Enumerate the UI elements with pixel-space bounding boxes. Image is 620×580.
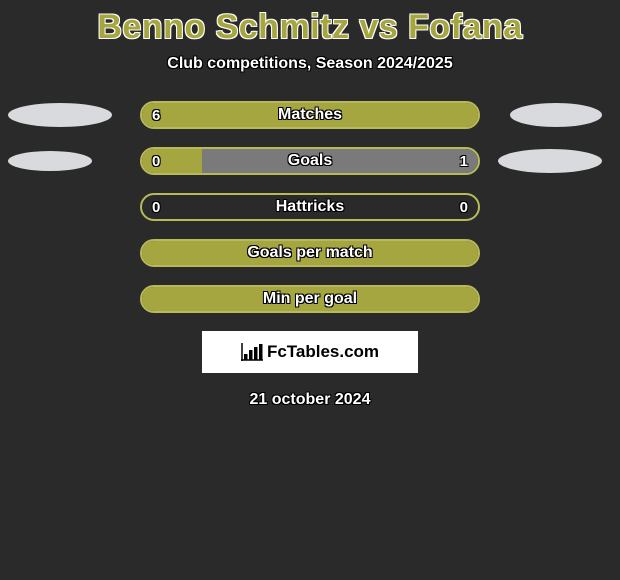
player-right-ellipse [510, 103, 602, 127]
stat-bar-left-fill [142, 241, 478, 265]
comparison-row: Hattricks00 [0, 193, 620, 221]
stat-bar-right-fill [202, 149, 478, 173]
stat-bar [140, 193, 480, 221]
bar-chart-icon [241, 343, 263, 361]
logo-text: FcTables.com [267, 342, 379, 362]
stat-bar [140, 239, 480, 267]
stat-bar-left-fill [142, 287, 478, 311]
comparison-rows: Matches6 Goals01 Hattricks00 Goals per matc… [0, 101, 620, 313]
player-left-ellipse [8, 151, 92, 171]
player-left-ellipse [8, 103, 112, 127]
stat-bar-left-fill [142, 103, 478, 127]
date-text: 21 october 2024 [250, 391, 371, 409]
stat-bar [140, 285, 480, 313]
player-right-ellipse [498, 149, 602, 173]
comparison-row: Goals per match [0, 239, 620, 267]
comparison-row: Matches6 [0, 101, 620, 129]
fctables-logo: FcTables.com [202, 331, 418, 373]
comparison-row: Min per goal [0, 285, 620, 313]
subtitle: Club competitions, Season 2024/2025 [167, 55, 452, 73]
stat-bar [140, 147, 480, 175]
stat-bar [140, 101, 480, 129]
stat-bar-left-fill [142, 149, 202, 173]
comparison-row: Goals01 [0, 147, 620, 175]
page-title: Benno Schmitz vs Fofana [97, 8, 522, 47]
